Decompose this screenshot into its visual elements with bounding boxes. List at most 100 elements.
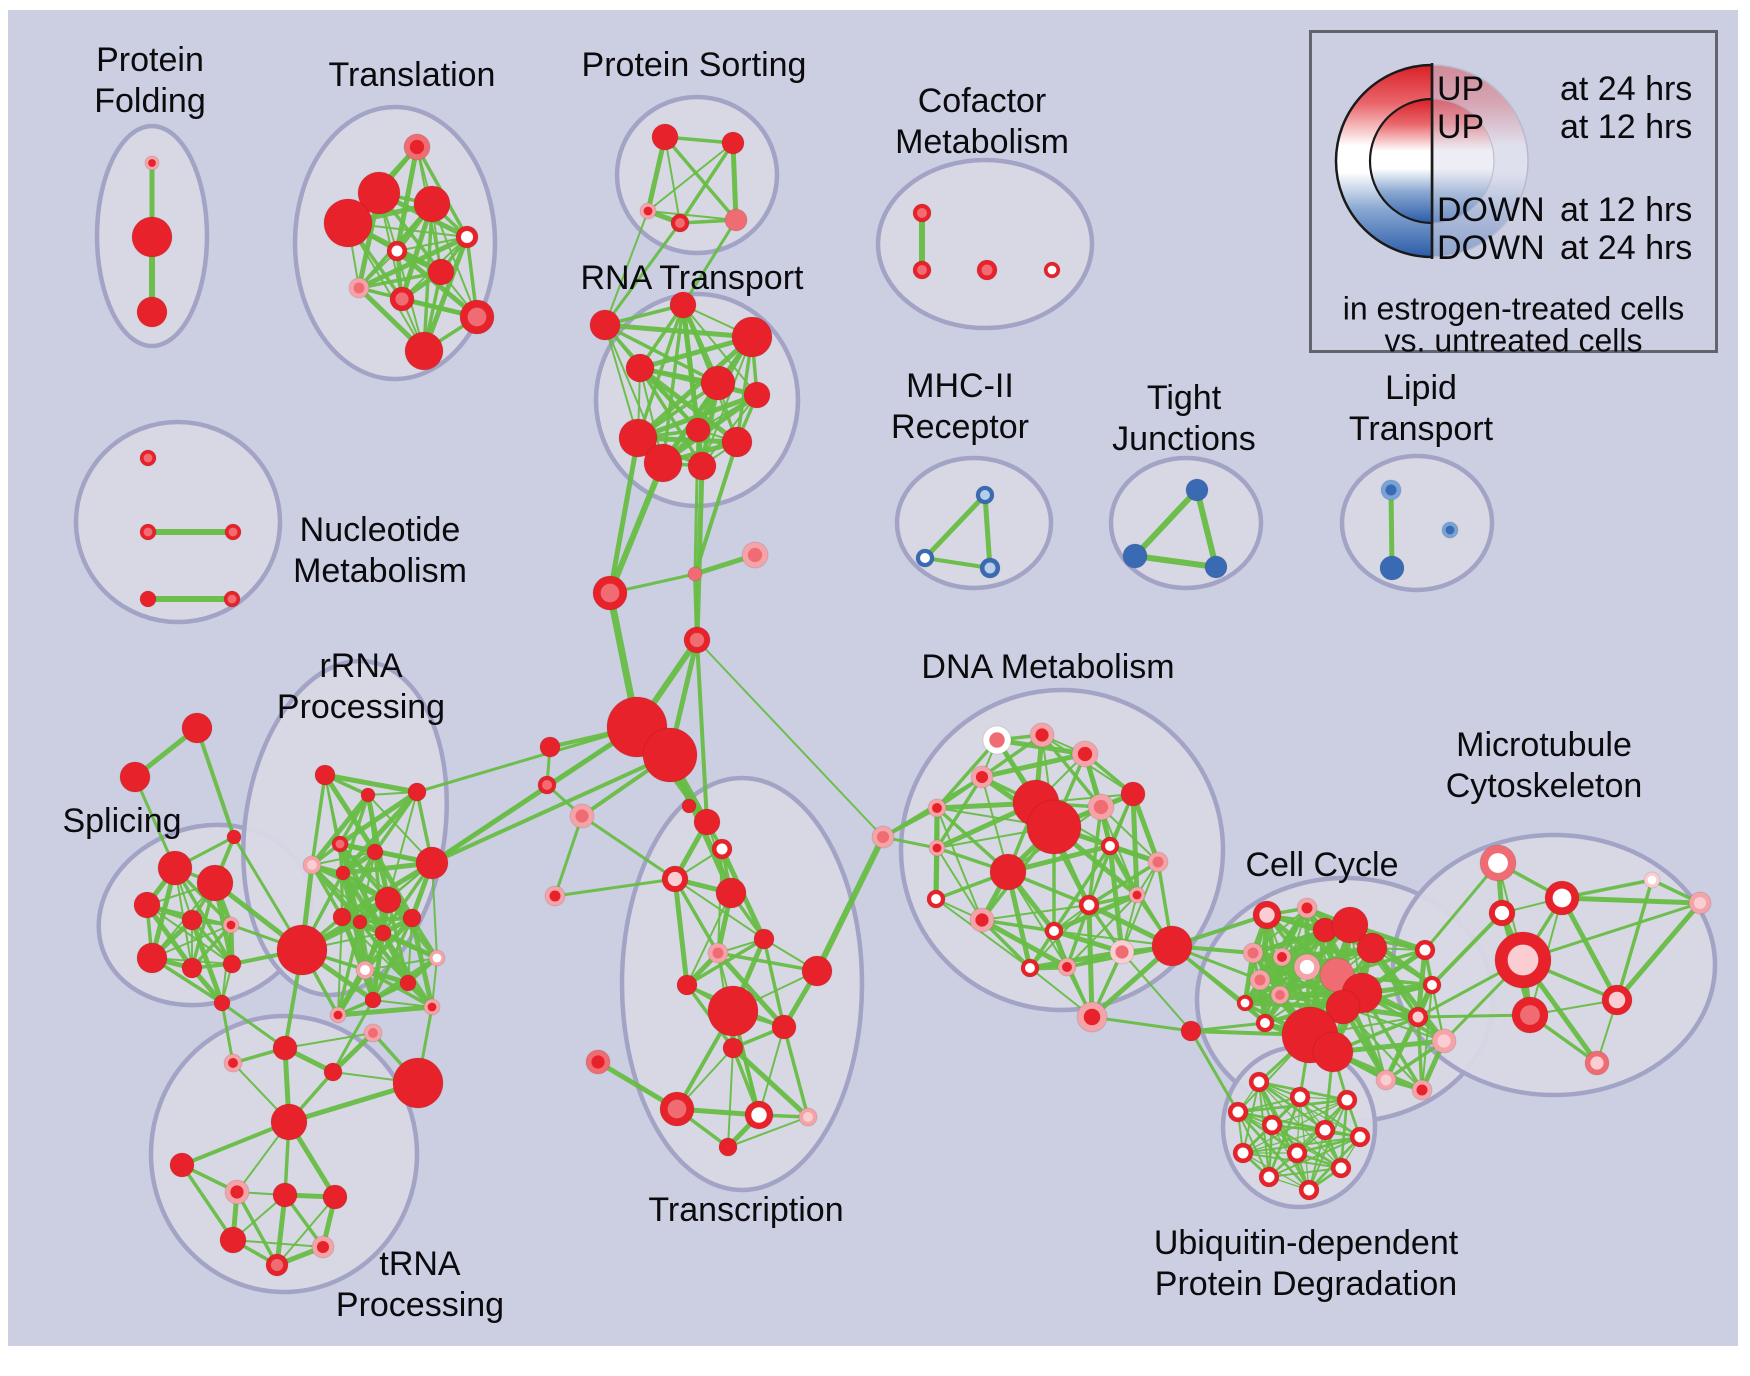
gene-node-inner-tl-9	[467, 307, 487, 327]
network-edge	[431, 957, 438, 1008]
gene-node-inner-mt-1	[1552, 888, 1572, 908]
gene-node-inner-ub-3	[1232, 1106, 1244, 1118]
cluster-ellipse-cf	[875, 157, 1095, 331]
gene-node-inner-tx-14	[723, 1142, 733, 1152]
gene-node-inner-tx-10	[727, 1042, 739, 1054]
network-edge	[336, 921, 362, 1016]
gene-node-inner-dn-17	[1049, 926, 1059, 936]
network-edge	[980, 917, 1069, 970]
gene-node-inner-rt-2	[741, 326, 763, 348]
gene-node-inner-ps-3	[675, 218, 685, 228]
node-layer	[119, 123, 1712, 1277]
network-edge	[1052, 845, 1112, 932]
gene-node-inner-dn-15	[1132, 890, 1142, 900]
network-edge	[1066, 894, 1138, 968]
network-edge	[310, 793, 370, 867]
gene-node-inner-dn-6	[1093, 799, 1109, 815]
network-edge	[1615, 901, 1702, 1002]
network-edge	[310, 774, 327, 866]
legend-glyph	[1334, 63, 1529, 259]
network-edge	[284, 1032, 374, 1049]
network-edge	[636, 335, 754, 440]
network-edge	[1237, 1111, 1310, 1191]
network-edge	[664, 136, 681, 224]
network-edge	[221, 1001, 286, 1050]
network-edge	[695, 639, 709, 823]
gene-node-inner-ub-4	[1266, 1119, 1278, 1131]
gene-node-inner-mt-4	[1608, 991, 1626, 1009]
gene-node-inner-tr-3	[368, 1028, 378, 1038]
gene-node-inner-mt-8	[1590, 1056, 1604, 1070]
gene-node-inner-dn-10	[932, 843, 942, 853]
network-edge	[381, 932, 434, 1008]
gene-node-inner-tx-0	[699, 814, 715, 830]
cluster-label-cf: Metabolism	[895, 123, 1069, 161]
network-edge	[603, 222, 682, 326]
network-edge	[1007, 871, 1068, 968]
gene-node-inner-rr-10	[356, 918, 364, 926]
network-edge	[696, 639, 884, 838]
cluster-label-tx: Transcription	[648, 1191, 843, 1229]
legend-val-up-24: at 24 hrs	[1560, 70, 1693, 108]
gene-node-inner-tj-2	[1209, 560, 1223, 574]
legend-key-up-12: UP	[1437, 108, 1485, 146]
legend-val-down-24: at 24 hrs	[1560, 229, 1693, 267]
gene-node-inner-ub-5	[1319, 1124, 1331, 1136]
gene-node-inner-cc-22	[1437, 1034, 1451, 1048]
gene-node-inner-ps-4	[729, 213, 743, 227]
cluster-label-mh: MHC-II	[906, 367, 1014, 405]
cluster-label-mt: Cytoskeleton	[1446, 767, 1643, 805]
gene-node-inner-dn-8	[1039, 812, 1069, 842]
cluster-label-tr: Processing	[336, 1286, 504, 1324]
gene-node-inner-cc-17	[1419, 944, 1431, 956]
gene-node-inner-tr-2	[328, 1067, 338, 1077]
gene-node-inner-mt-0	[1488, 853, 1508, 873]
gene-node-inner-rr-2	[412, 787, 422, 797]
network-edge	[1134, 553, 1217, 570]
network-edge	[1299, 1096, 1310, 1191]
gene-node-inner-dn-14	[975, 913, 989, 927]
gene-node-inner-fc-3	[691, 570, 699, 578]
network-edge	[1388, 489, 1395, 569]
gene-node-inner-tx-9	[777, 1020, 791, 1034]
cluster-ellipse-nm	[73, 419, 283, 625]
gene-node-inner-rr-19	[288, 936, 316, 964]
gene-node-inner-tr-9	[328, 1190, 342, 1204]
gene-node-inner-fc-11	[188, 719, 206, 737]
cluster-ellipse-tj	[1108, 455, 1264, 591]
gene-node-inner-rr-1	[364, 791, 372, 799]
gene-node-inner-dn-21	[1062, 962, 1072, 972]
gene-node-inner-cc-16	[1322, 1041, 1344, 1063]
network-edge	[663, 135, 738, 222]
network-edge	[146, 904, 233, 965]
network-edge	[693, 441, 739, 575]
cluster-label-tr: tRNA	[379, 1245, 461, 1283]
gene-node-inner-rr-18	[333, 1010, 343, 1020]
network-edge	[637, 392, 758, 441]
network-edge	[553, 815, 584, 897]
gene-node-inner-cc-1	[1301, 902, 1313, 914]
gene-node-inner-cc-4	[1363, 939, 1381, 957]
gene-node-inner-rt-7	[691, 423, 705, 437]
gene-node-inner-ub-7	[1237, 1147, 1249, 1159]
gene-node-inner-cf-1	[917, 265, 927, 275]
gene-node-inner-rr-15	[403, 978, 413, 988]
gene-node-inner-tj-0	[1190, 483, 1204, 497]
gene-node-inner-tx-4	[758, 933, 770, 945]
gene-node-inner-nm-3	[143, 594, 153, 604]
gene-node-inner-tr-4	[404, 1069, 432, 1097]
gene-node-inner-dn-20	[1025, 963, 1035, 973]
gene-node-inner-tl-7	[353, 282, 365, 294]
network-edge	[782, 1026, 810, 1118]
cluster-label-ub: Ubiquitin-dependent	[1154, 1224, 1459, 1262]
gene-node-inner-rr-12	[407, 913, 417, 923]
gene-node-inner-rt-4	[708, 373, 728, 393]
legend-key-up-24: UP	[1437, 70, 1485, 108]
gene-node-inner-dn-12	[1152, 856, 1164, 868]
network-edge	[980, 733, 1044, 779]
gene-node-inner-dn-2	[1077, 746, 1093, 762]
gene-node-inner-dn-19	[1161, 935, 1183, 957]
cluster-label-sp: Splicing	[62, 802, 181, 840]
gene-node-inner-tx-11	[667, 1099, 687, 1119]
